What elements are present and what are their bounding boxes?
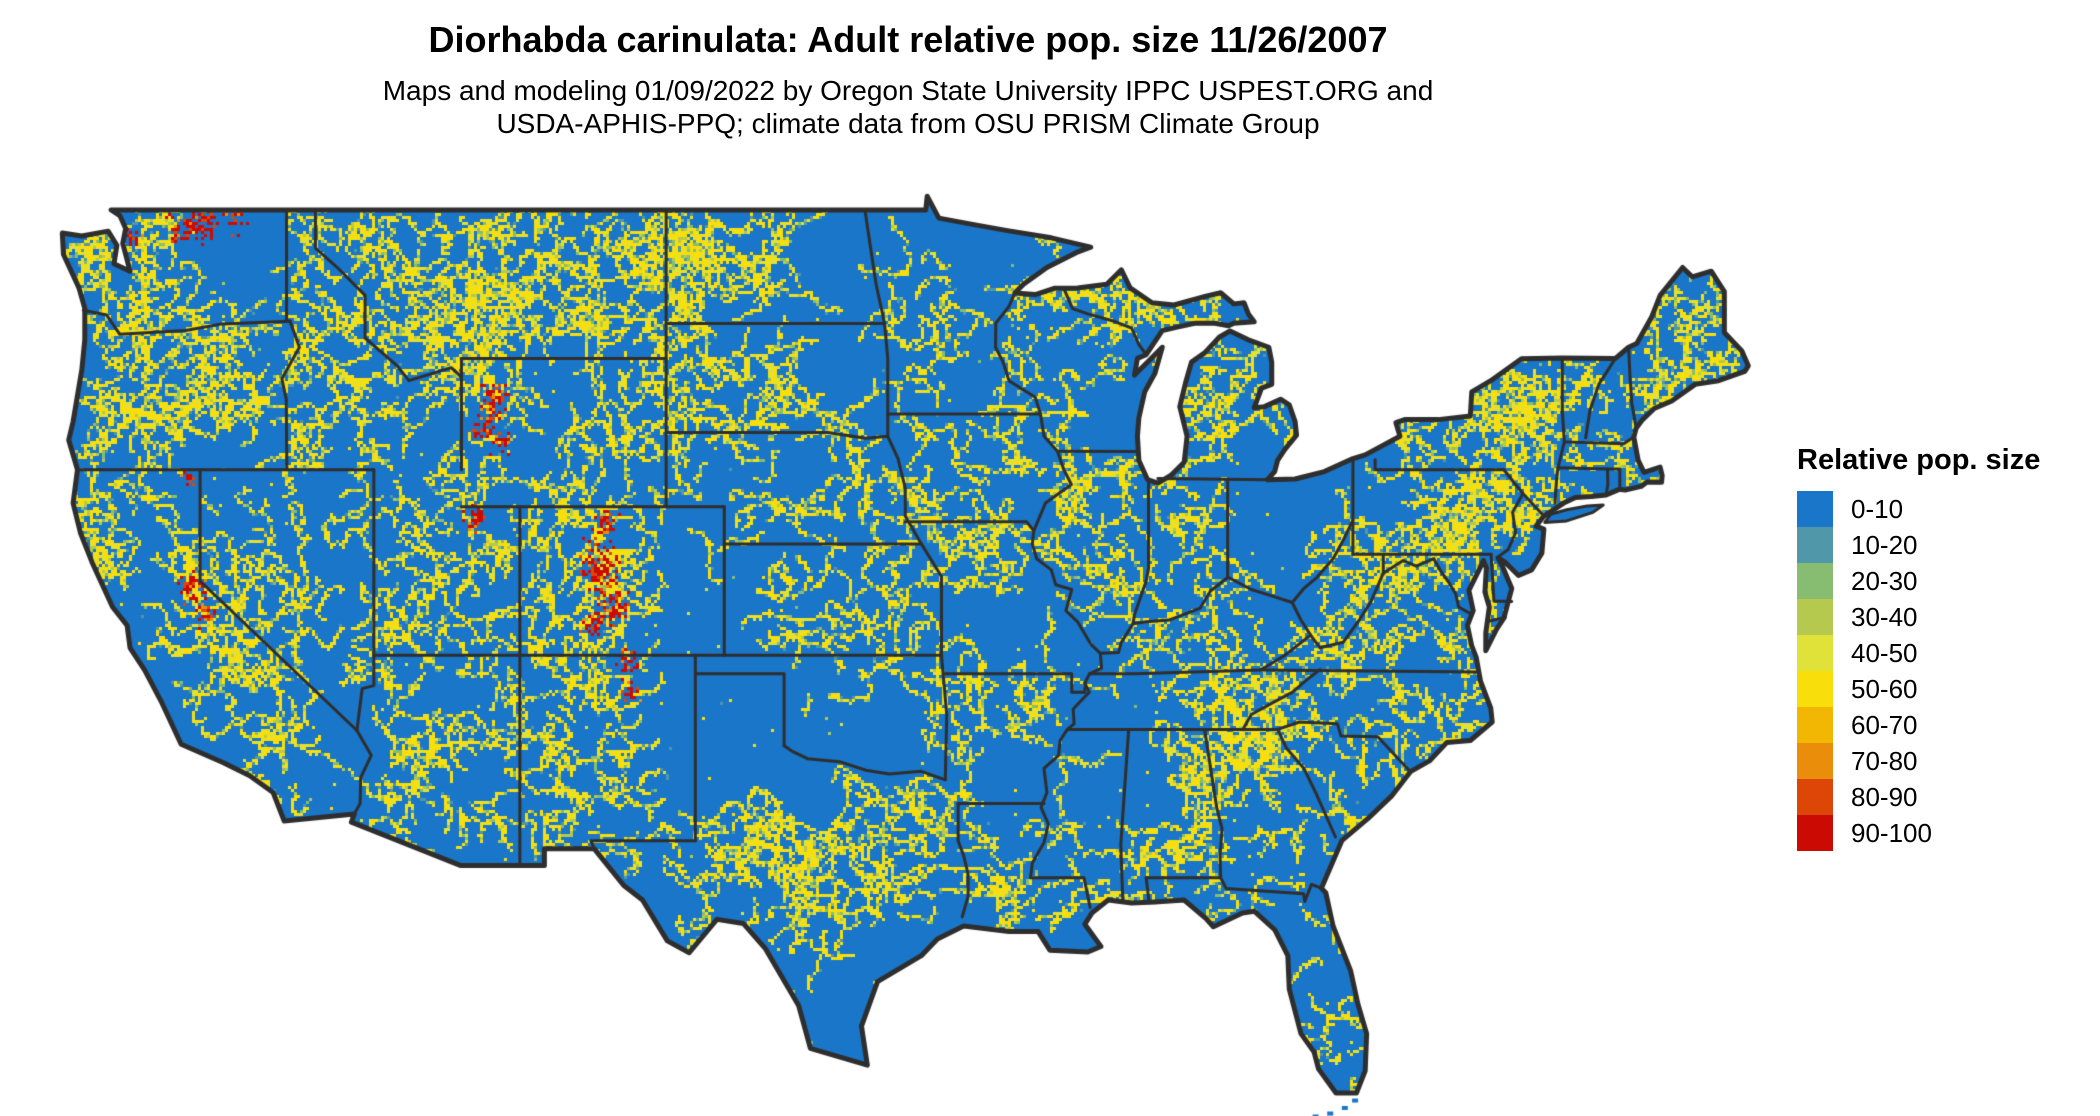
legend-items: 0-10 10-20 20-30 30-40 40-50 50-60 60-70 70-80 8… xyxy=(1797,491,2040,851)
legend-swatch xyxy=(1797,599,1833,635)
legend-swatch xyxy=(1797,563,1833,599)
legend-swatch xyxy=(1797,707,1833,743)
legend-item-label: 80-90 xyxy=(1851,781,1918,812)
legend-swatch xyxy=(1797,671,1833,707)
header: Diorhabda carinulata: Adult relative pop… xyxy=(0,20,1816,143)
legend-item: 0-10 xyxy=(1797,491,2040,527)
legend-item-label: 50-60 xyxy=(1851,673,1918,704)
legend: Relative pop. size 0-10 10-20 20-30 30-40 40… xyxy=(1797,444,2040,851)
map-subtitle-line2: USDA-APHIS-PPQ; climate data from OSU PR… xyxy=(496,108,1320,140)
legend-item: 30-40 xyxy=(1797,599,2040,635)
legend-item-label: 10-20 xyxy=(1851,529,1918,560)
legend-swatch xyxy=(1797,491,1833,527)
legend-item: 10-20 xyxy=(1797,527,2040,563)
legend-swatch xyxy=(1797,635,1833,671)
legend-item: 40-50 xyxy=(1797,635,2040,671)
legend-swatch xyxy=(1797,815,1833,851)
map-title: Diorhabda carinulata: Adult relative pop… xyxy=(428,19,1388,60)
legend-item-label: 90-100 xyxy=(1851,817,1932,848)
legend-item: 60-70 xyxy=(1797,707,2040,743)
legend-swatch xyxy=(1797,527,1833,563)
legend-title: Relative pop. size xyxy=(1797,444,2041,476)
legend-swatch xyxy=(1797,743,1833,779)
legend-item: 20-30 xyxy=(1797,563,2040,599)
legend-item: 70-80 xyxy=(1797,743,2040,779)
legend-item: 50-60 xyxy=(1797,671,2040,707)
legend-item-label: 70-80 xyxy=(1851,745,1918,776)
legend-item-label: 30-40 xyxy=(1851,601,1918,632)
map-subtitle-line1: Maps and modeling 01/09/2022 by Oregon S… xyxy=(382,74,1434,106)
legend-item: 90-100 xyxy=(1797,815,2040,851)
legend-swatch xyxy=(1797,779,1833,815)
legend-item-label: 20-30 xyxy=(1851,565,1918,596)
legend-item-label: 60-70 xyxy=(1851,709,1918,740)
legend-item-label: 40-50 xyxy=(1851,637,1918,668)
legend-item: 80-90 xyxy=(1797,779,2040,815)
legend-item-label: 0-10 xyxy=(1851,493,1904,524)
